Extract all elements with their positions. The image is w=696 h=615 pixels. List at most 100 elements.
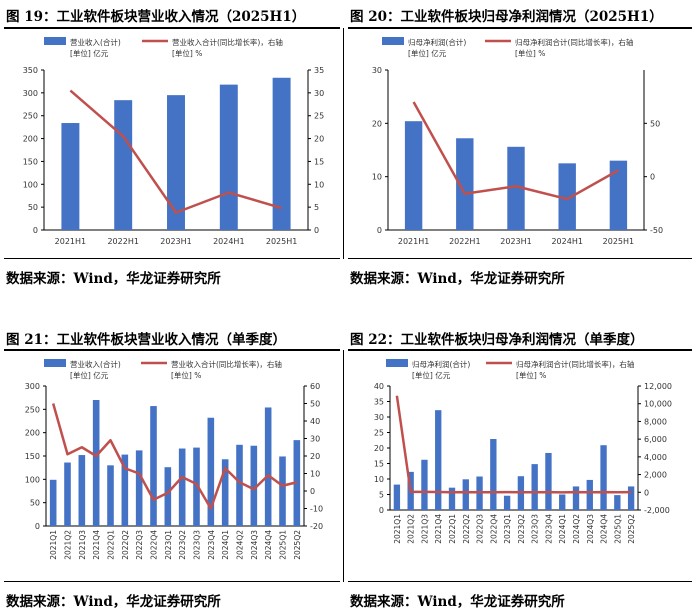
x-tick-label: 2024Q4: [600, 514, 609, 544]
y-tick-label: 20: [374, 444, 384, 453]
bar: [78, 455, 86, 526]
x-tick-label: 2021Q2: [407, 514, 416, 544]
bar: [114, 100, 133, 231]
x-tick-label: 2022Q3: [476, 514, 485, 544]
y2-tick-label: 60: [310, 382, 320, 391]
x-tick-label: 2021Q4: [92, 530, 101, 560]
legend-swatch-bar: [44, 37, 66, 45]
y-tick-label: 200: [25, 429, 40, 438]
chart-svg: 归母净利润(合计)[单位] 亿元 归母净利润合计(同比增长率)，右轴[单位] % 0…: [372, 37, 663, 246]
x-tick-label: 2023Q4: [207, 530, 216, 560]
x-tick-label: 2023Q2: [517, 514, 526, 544]
x-tick-label: 2023Q2: [178, 530, 187, 560]
x-tick-label: 2021Q1: [49, 530, 58, 560]
legend: 归母净利润(合计)[单位] 亿元 归母净利润合计(同比增长率)，右轴[单位] %: [386, 359, 634, 380]
legend-swatch-bar: [382, 37, 404, 45]
bar: [107, 465, 114, 526]
y-tick-label: 250: [23, 112, 38, 121]
y-tick-label: 10: [374, 475, 384, 484]
bar: [49, 479, 57, 526]
legend-label-bar: 归母净利润(合计): [408, 37, 466, 47]
bar: [193, 447, 200, 526]
y-tick-label: 15: [374, 460, 384, 469]
x-tick-label: 2021H1: [55, 237, 86, 246]
y-tick-label: 0: [33, 226, 38, 235]
x-tick-label: 2022Q4: [489, 514, 498, 544]
y-tick-label: 0: [379, 506, 384, 515]
y-tick-label: 25: [374, 429, 384, 438]
y2-tick-label: 6,000: [644, 435, 667, 444]
y2-tick-label: -50: [650, 226, 663, 235]
bar: [572, 486, 580, 510]
legend-label-bar: 营业收入(合计): [70, 37, 121, 47]
bar: [627, 486, 635, 510]
y-tick-label: 0: [35, 522, 40, 531]
legend-swatch-bar: [386, 359, 408, 367]
y2-tick-label: -10: [310, 505, 323, 514]
figure-source: 数据来源：Wind，华龙证券研究所: [6, 594, 221, 610]
y2-tick-label: 40: [310, 417, 320, 426]
legend-label-bar: 归母净利润(合计): [412, 359, 470, 369]
y2-tick-label: 10: [314, 180, 324, 189]
y-tick-label: 300: [23, 89, 38, 98]
bar: [462, 479, 469, 510]
x-tick-label: 2021Q4: [434, 514, 443, 544]
y-tick-label: 0: [377, 226, 382, 235]
bar: [545, 452, 552, 510]
x-tick-label: 2025Q1: [613, 514, 622, 544]
x-tick-label: 2024Q3: [250, 530, 259, 560]
bar: [164, 467, 172, 526]
x-tick-label: 2025H1: [266, 237, 297, 246]
x-tick-label: 2021H1: [398, 237, 429, 246]
y2-tick-label: 0: [314, 226, 319, 235]
legend: 营业收入(合计)[单位] 亿元 营业收入合计(同比增长率)，右轴[单位] %: [44, 359, 282, 380]
y-tick-label: 300: [25, 382, 40, 391]
bar: [559, 494, 566, 510]
legend-label-line: 营业收入合计(同比增长率)，右轴: [172, 37, 283, 47]
y-tick-label: 100: [25, 475, 40, 484]
bar: [135, 450, 143, 526]
x-tick-label: 2022Q2: [462, 514, 471, 544]
x-tick-label: 2023H1: [500, 237, 531, 246]
x-tick-label: 2023Q1: [164, 530, 173, 560]
bar: [435, 410, 442, 510]
legend-label-line: 营业收入合计(同比增长率)，右轴: [171, 359, 282, 369]
y2-tick-label: 10: [310, 470, 320, 479]
y-tick-label: 35: [374, 398, 384, 407]
y2-tick-label: 25: [314, 112, 324, 121]
x-tick-label: 2021Q2: [64, 530, 73, 560]
y2-tick-label: -2,000: [644, 506, 670, 515]
x-tick-label: 2022Q2: [121, 530, 130, 560]
legend-label-line: 归母净利润合计(同比增长率)，右轴: [516, 359, 634, 369]
x-tick-label: 2024Q2: [572, 514, 581, 544]
y2-tick-label: 12,000: [644, 382, 672, 391]
growth-line: [51, 403, 298, 510]
x-tick-label: 2024H1: [551, 237, 582, 246]
legend-label-bar: 营业收入(合计): [70, 359, 121, 369]
y2-tick-label: 0: [310, 487, 315, 496]
x-tick-label: 2024Q3: [586, 514, 595, 544]
bar: [456, 138, 474, 230]
y2-tick-label: 5: [314, 203, 319, 212]
x-tick-label: 2024Q2: [236, 530, 245, 560]
bar: [503, 495, 511, 510]
bar: [219, 84, 238, 230]
bar: [586, 479, 593, 510]
x-tick-label: 2025Q1: [279, 530, 288, 560]
y-tick-label: 100: [23, 180, 38, 189]
y2-tick-label: 0: [650, 173, 655, 182]
bar: [272, 77, 291, 230]
x-tick-label: 2021Q3: [78, 530, 87, 560]
figure-source: 数据来源：Wind，华龙证券研究所: [350, 271, 565, 287]
x-tick-label: 2022H1: [449, 237, 480, 246]
bar: [600, 445, 607, 510]
y-tick-label: 5: [379, 491, 384, 500]
y2-tick-label: 30: [314, 89, 324, 98]
x-tick-label: 2022Q1: [448, 514, 457, 544]
bar: [448, 487, 456, 510]
legend-unit-line: [单位] %: [171, 370, 201, 380]
y2-tick-label: 20: [314, 135, 324, 144]
bar: [207, 417, 215, 526]
x-tick-label: 2023Q1: [503, 514, 512, 544]
